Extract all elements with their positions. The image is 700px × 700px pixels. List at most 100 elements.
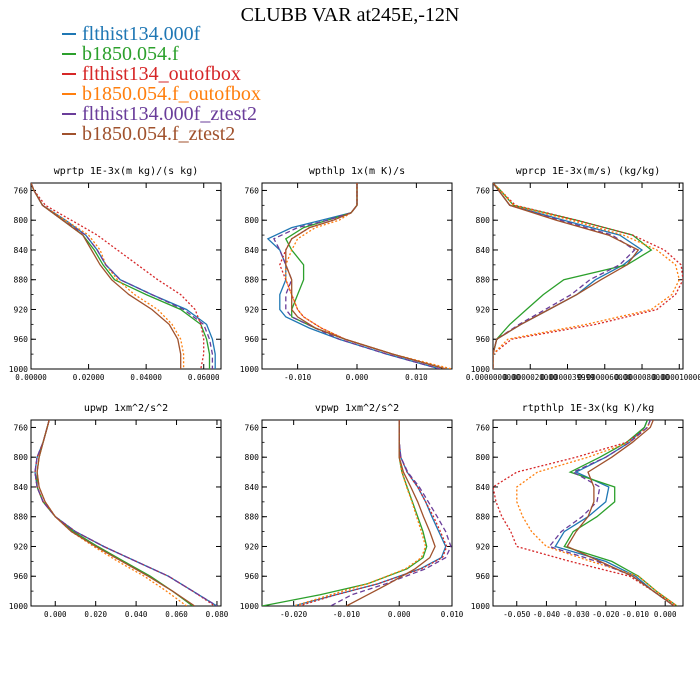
y-tick-label: 760 [14,423,29,432]
legend-item: b1850.054.f_ztest2 [62,124,261,144]
series-line-1 [284,183,447,369]
series-line-5 [285,183,447,369]
legend-line-2 [62,73,76,75]
y-tick-label: 880 [245,513,260,522]
chart-panel-5: rtpthlp 1E-3x(kg K)/kg 760 800 840 880 920 960… [471,403,684,619]
legend-label-1: b1850.054.f [82,43,179,65]
x-tick-label: 0.0000000000 [466,373,521,382]
series-line-3 [36,420,187,606]
y-tick-label: 960 [245,572,260,581]
series-line-5 [36,420,196,606]
y-tick-label: 1000 [240,365,259,374]
y-tick-label: 1000 [471,365,490,374]
x-tick-label: 0.000 [44,610,67,619]
chart-title: wpthlp 1x(m K)/s [309,166,405,177]
y-tick-label: 920 [14,305,29,314]
series-line-0 [266,183,441,369]
series-line-1 [31,183,211,369]
x-tick-label: -0.040 [533,610,561,619]
series-line-4 [273,183,441,369]
legend-label-2: flthist134_outofbox [82,63,241,85]
chart-title: wprcp 1E-3x(m/s) (kg/kg) [516,166,661,177]
x-tick-label: 0.0000100004 [652,373,700,382]
y-tick-label: 920 [245,305,260,314]
x-tick-label: 0.060 [165,610,188,619]
chart-panel-2: wprcp 1E-3x(m/s) (kg/kg) 760 800 840 880 920 9… [466,166,700,382]
chart-title: wprtp 1E-3x(m kg)/(s kg) [54,166,199,177]
plot-frame [492,182,684,370]
series-line-2 [31,183,205,369]
y-tick-label: 760 [14,186,29,195]
series-line-0 [31,183,216,369]
series-line-5 [346,420,436,606]
plot-frame [492,419,684,607]
series-line-1 [36,420,194,606]
y-tick-label: 840 [14,246,29,255]
chart-panel-1: wpthlp 1x(m K)/s 760 800 840 880 920 960 1000 -0… [240,166,453,382]
x-tick-label: 0.02000 [73,373,105,382]
x-tick-label: -0.020 [592,610,620,619]
y-tick-label: 840 [476,246,491,255]
series-line-3 [493,183,680,369]
series-line-2 [298,420,448,606]
x-tick-label: 0.000 [346,373,369,382]
x-tick-label: -0.020 [280,610,308,619]
y-tick-label: 1000 [240,602,259,611]
x-tick-label: -0.010 [622,610,650,619]
series-line-0 [34,420,218,606]
series-line-4 [31,183,214,369]
chart-title: vpwp 1xm^2/s^2 [315,403,399,414]
legend-line-3 [62,93,76,95]
x-tick-label: 0.080 [206,610,229,619]
x-tick-label: -0.030 [563,610,591,619]
series-line-4 [34,420,218,606]
y-tick-label: 760 [245,423,260,432]
x-tick-label: 0.06000 [188,373,220,382]
series-line-3 [516,420,678,606]
chart-title: rtpthlp 1E-3x(kg K)/kg [522,403,654,414]
series-line-5 [493,183,640,369]
y-tick-label: 920 [245,542,260,551]
legend-line-4 [62,113,76,115]
series-line-3 [293,420,427,606]
legend-label-0: flthist134.000f [82,23,201,45]
y-tick-label: 1000 [9,365,28,374]
legend-line-5 [62,133,76,135]
y-tick-label: 840 [476,483,491,492]
legend-line-0 [62,33,76,35]
series-line-2 [279,183,447,369]
y-tick-label: 760 [476,186,491,195]
x-tick-label: 0.040 [125,610,148,619]
y-tick-label: 840 [14,483,29,492]
chart-title: upwp 1xm^2/s^2 [84,403,168,414]
series-line-4 [493,183,636,369]
y-tick-label: 1000 [9,602,28,611]
y-tick-label: 920 [476,542,491,551]
series-line-2 [34,420,216,606]
legend-label-3: b1850.054.f_outofbox [82,83,261,105]
series-line-4 [548,420,675,606]
plot-frame [30,419,222,607]
y-tick-label: 800 [14,216,29,225]
chart-panel-4: vpwp 1xm^2/s^2 760 800 840 880 920 960 1000 -0.0… [240,403,464,619]
x-tick-label: 0.0000080000 [615,373,670,382]
x-tick-label: -0.010 [284,373,312,382]
y-tick-label: 840 [245,246,260,255]
series-line-0 [493,183,644,369]
x-tick-label: -0.010 [333,610,361,619]
series-line-5 [566,420,675,606]
y-tick-label: 800 [245,216,260,225]
legend-item: flthist134.000f [62,24,261,44]
y-tick-label: 760 [245,186,260,195]
y-tick-label: 960 [245,335,260,344]
chart-panel-3: upwp 1xm^2/s^2 760 800 840 880 920 960 1000 0.00… [9,403,229,619]
y-tick-label: 800 [476,216,491,225]
legend-item: flthist134.000f_ztest2 [62,104,261,124]
series-line-1 [493,183,653,369]
x-tick-label: 0.0000039999 [540,373,594,382]
y-tick-label: 800 [14,453,29,462]
x-tick-label: -0.050 [503,610,531,619]
legend-item: b1850.054.f [62,44,261,64]
y-tick-label: 880 [245,276,260,285]
